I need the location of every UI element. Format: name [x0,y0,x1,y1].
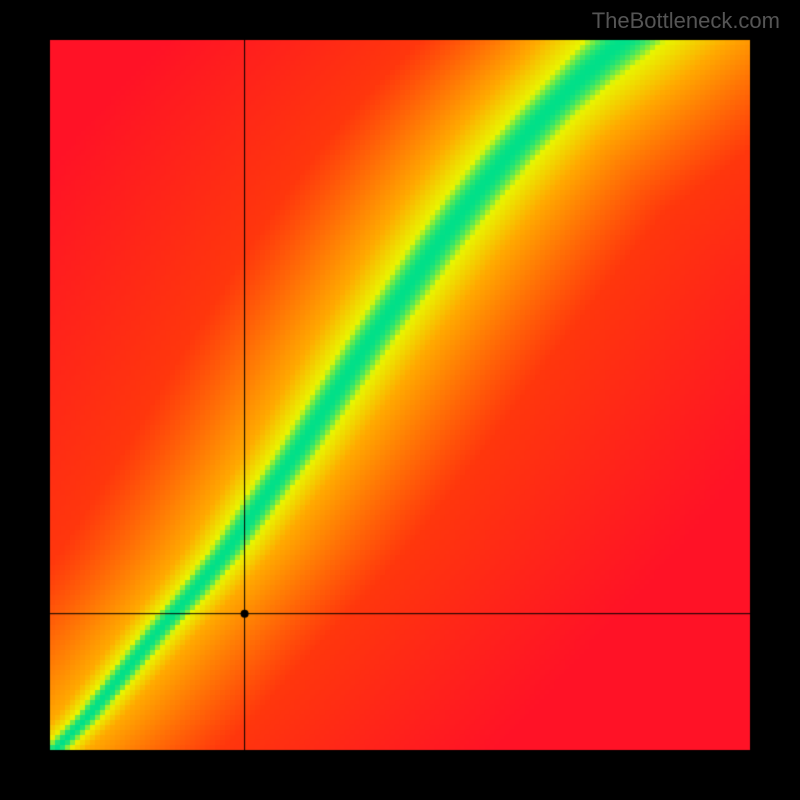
chart-container: TheBottleneck.com [0,0,800,800]
bottleneck-heatmap [0,0,800,800]
watermark-text: TheBottleneck.com [592,8,780,34]
